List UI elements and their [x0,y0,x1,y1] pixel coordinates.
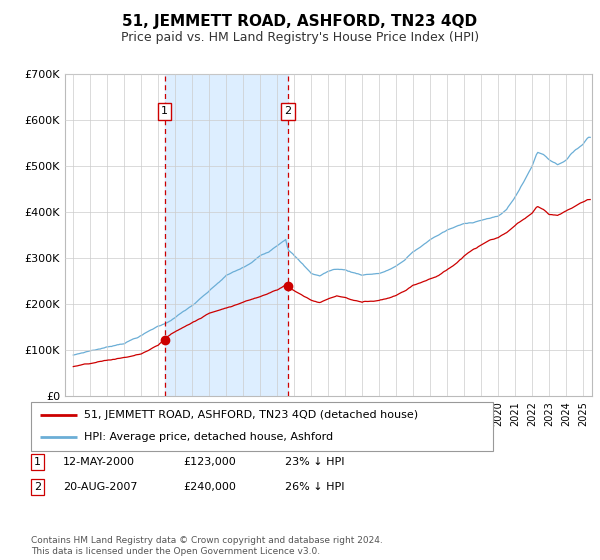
Text: 26% ↓ HPI: 26% ↓ HPI [285,482,344,492]
Text: HPI: Average price, detached house, Ashford: HPI: Average price, detached house, Ashf… [85,432,334,442]
Text: 2: 2 [34,482,41,492]
Text: 51, JEMMETT ROAD, ASHFORD, TN23 4QD (detached house): 51, JEMMETT ROAD, ASHFORD, TN23 4QD (det… [85,410,418,420]
Text: 20-AUG-2007: 20-AUG-2007 [63,482,137,492]
Text: 2: 2 [284,106,292,116]
FancyBboxPatch shape [31,402,493,451]
Text: 1: 1 [161,106,168,116]
Bar [164,74,288,396]
Text: Price paid vs. HM Land Registry's House Price Index (HPI): Price paid vs. HM Land Registry's House … [121,31,479,44]
Text: £240,000: £240,000 [183,482,236,492]
Text: 12-MAY-2000: 12-MAY-2000 [63,457,135,467]
Text: £123,000: £123,000 [183,457,236,467]
Text: Contains HM Land Registry data © Crown copyright and database right 2024.
This d: Contains HM Land Registry data © Crown c… [31,536,383,556]
Text: 23% ↓ HPI: 23% ↓ HPI [285,457,344,467]
Text: 51, JEMMETT ROAD, ASHFORD, TN23 4QD: 51, JEMMETT ROAD, ASHFORD, TN23 4QD [122,14,478,29]
Text: 1: 1 [34,457,41,467]
